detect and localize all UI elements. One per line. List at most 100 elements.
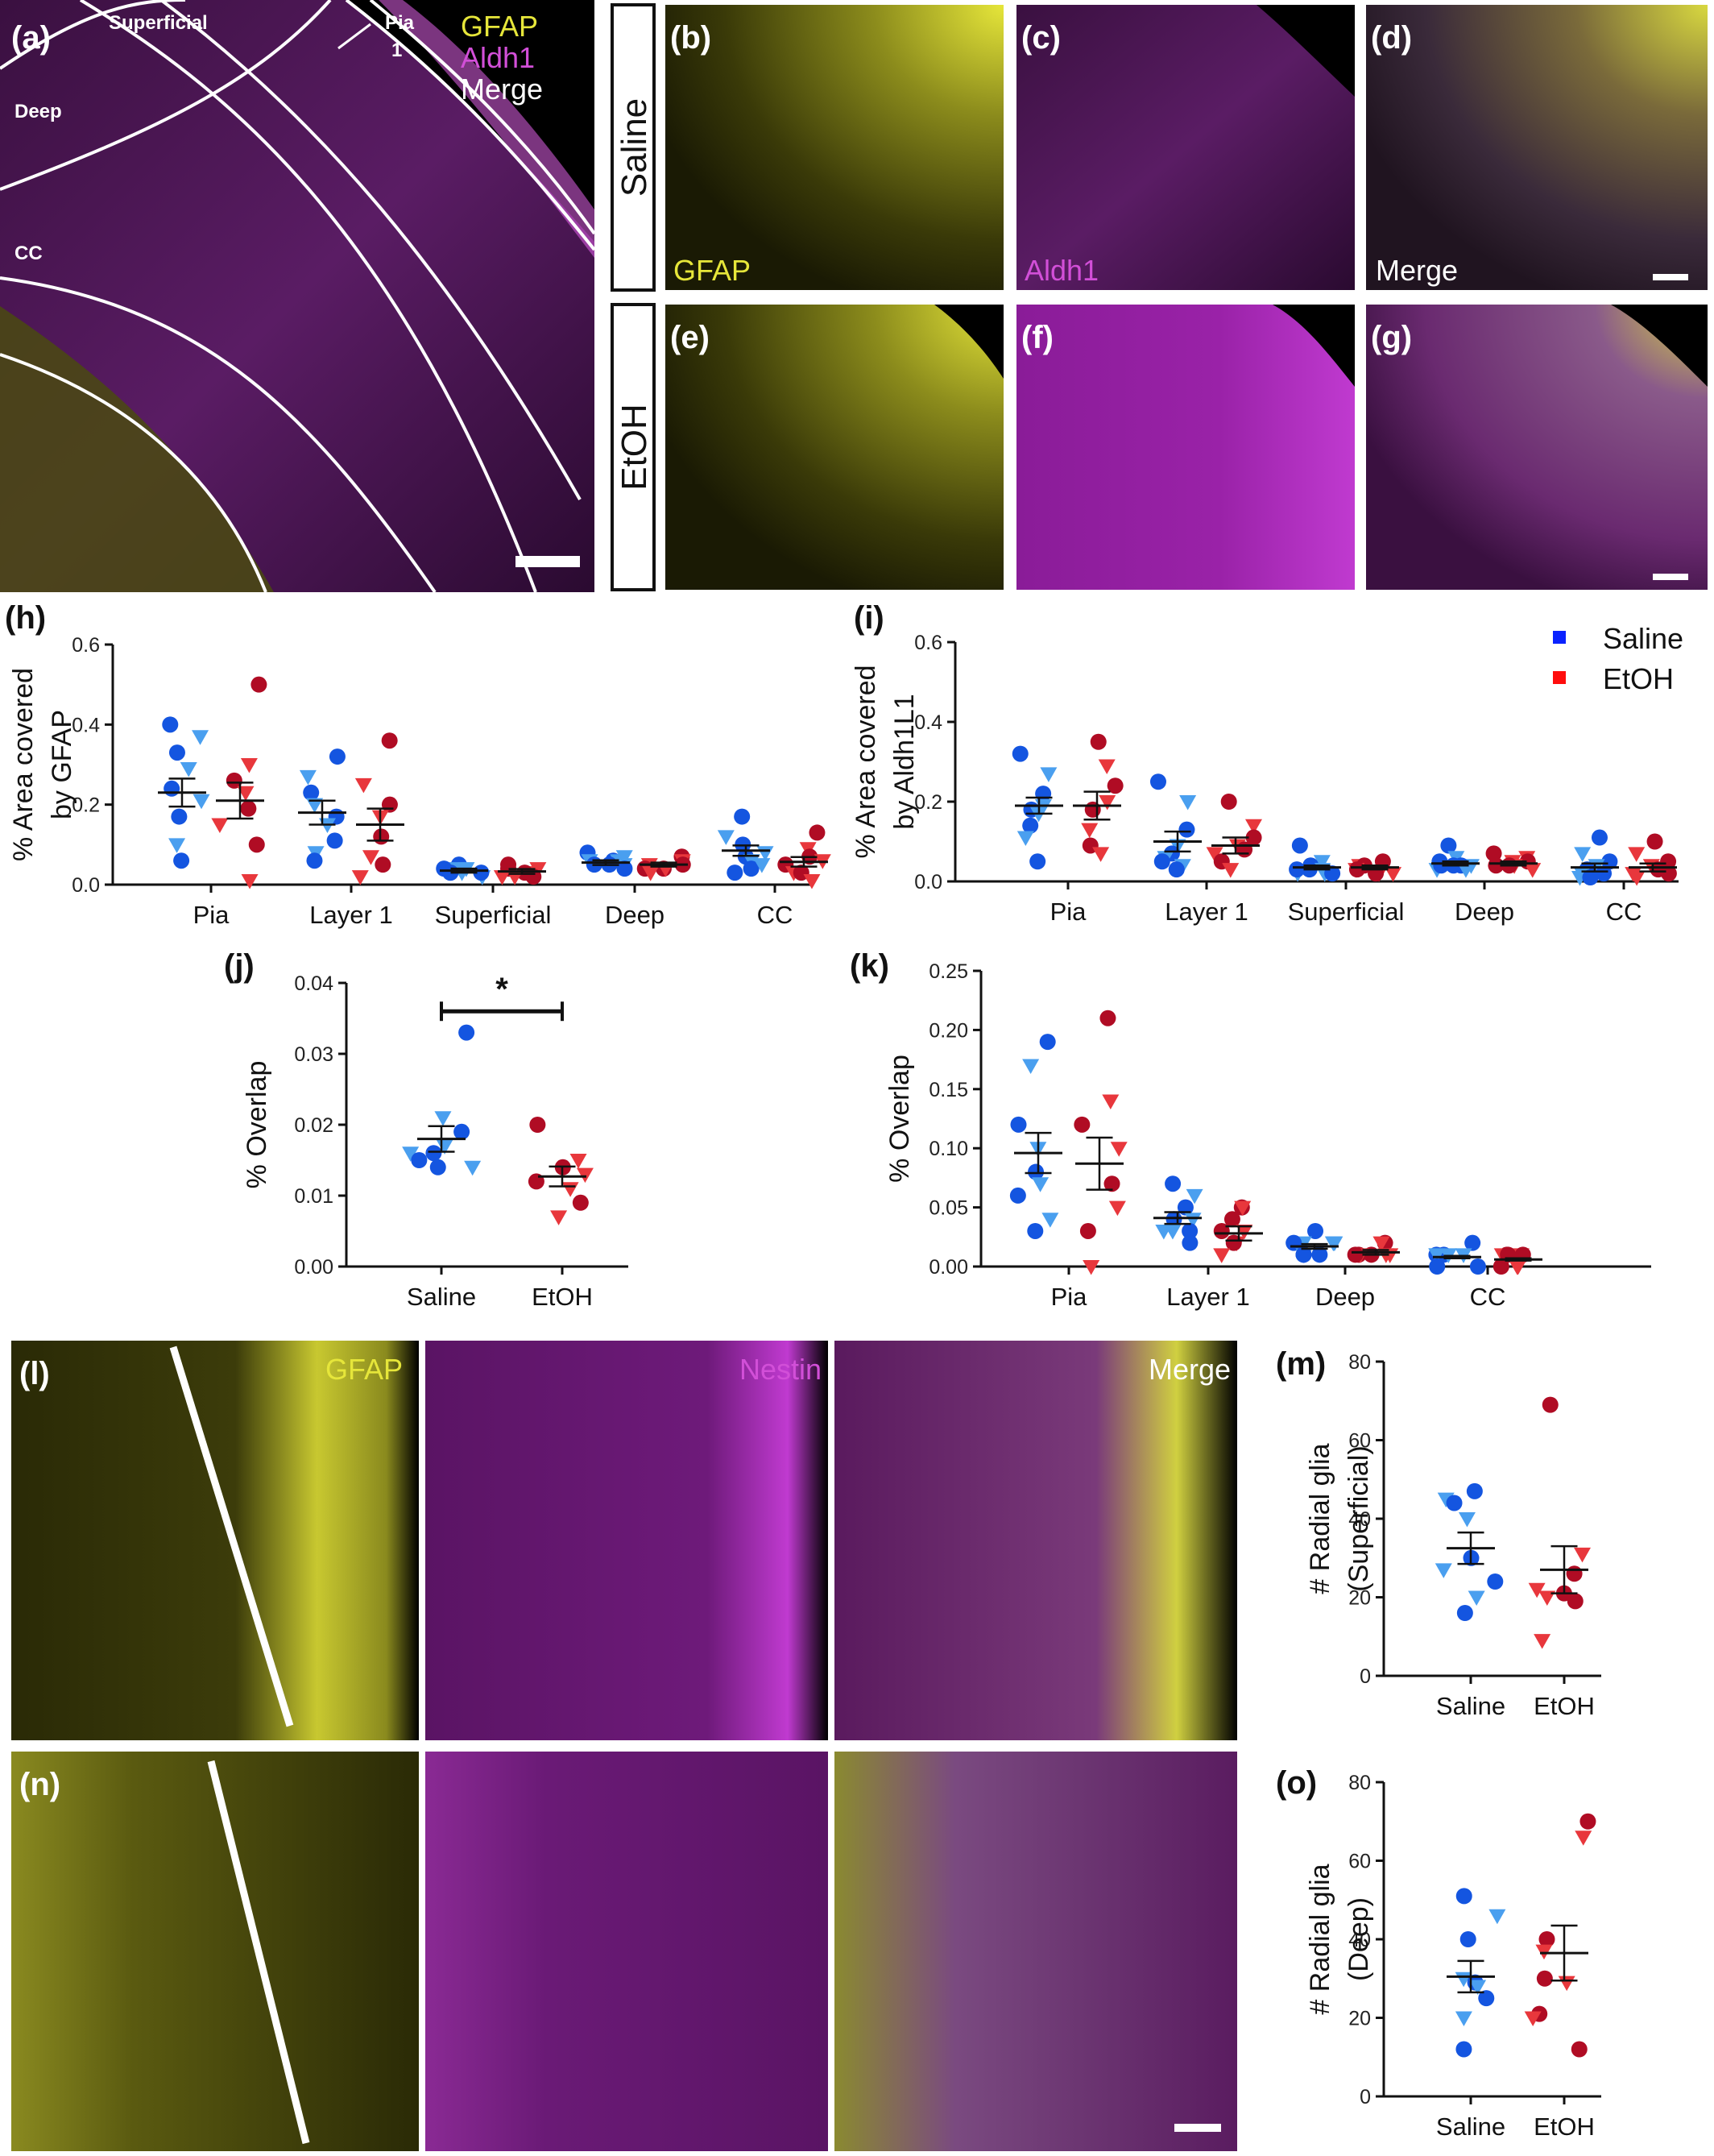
etoh-point xyxy=(1099,1010,1116,1026)
etoh-point xyxy=(1372,1236,1390,1252)
saline-point xyxy=(1155,1224,1173,1240)
etoh-point xyxy=(1534,1634,1551,1649)
panel-label-f: (f) xyxy=(1021,320,1054,355)
saline-point xyxy=(1027,1222,1044,1239)
etoh-point xyxy=(1493,1258,1509,1275)
saline-point xyxy=(168,838,186,853)
x-tick-label: Layer 1 xyxy=(309,901,392,929)
channel-label-l-gfap: GFAP xyxy=(325,1353,403,1386)
etoh-point xyxy=(1509,1260,1527,1275)
etoh-point xyxy=(529,1117,546,1133)
y-axis-label: (Deep) xyxy=(1343,1897,1374,1981)
legend: Saline EtOH xyxy=(1553,622,1683,695)
image-panel-b xyxy=(665,5,1004,290)
x-tick-label: Pia xyxy=(1050,898,1087,926)
legend-swatch-saline xyxy=(1553,631,1566,644)
y-tick-label: 20 xyxy=(1348,1587,1371,1610)
etoh-point xyxy=(1110,1142,1128,1157)
chart-i: (i) 0.0 0.2 0.4 0.6 Pia Layer 1 Superficial Deep… xyxy=(851,600,1679,926)
etoh-point xyxy=(1488,857,1505,874)
x-tick-label: EtOH xyxy=(1534,1692,1595,1720)
saline-point xyxy=(1295,1246,1312,1263)
saline-point xyxy=(164,780,180,797)
saline-point xyxy=(1456,1605,1473,1621)
etoh-point xyxy=(1244,819,1262,835)
saline-point xyxy=(329,748,346,765)
image-panel-f xyxy=(1016,305,1355,590)
etoh-point xyxy=(561,1182,579,1197)
saline-point xyxy=(1464,1234,1481,1251)
etoh-point xyxy=(803,874,821,889)
x-tick-label: EtOH xyxy=(1534,2112,1595,2141)
region-label-cc: CC xyxy=(14,243,43,264)
etoh-point xyxy=(572,1194,589,1211)
y-tick-label: 0.10 xyxy=(929,1138,968,1160)
y-tick-label: 0.2 xyxy=(72,794,100,817)
etoh-point xyxy=(1223,1211,1240,1228)
row-label-etoh-box: EtOH xyxy=(611,303,656,591)
etoh-point xyxy=(1538,1590,1556,1606)
etoh-point xyxy=(1092,847,1110,862)
saline-point xyxy=(743,860,760,877)
etoh-point xyxy=(1348,861,1365,878)
etoh-point xyxy=(1213,1248,1231,1263)
panel-label-d: (d) xyxy=(1371,20,1412,56)
channel-label-l-nestin: Nestin xyxy=(739,1353,822,1386)
saline-point xyxy=(1186,1188,1203,1204)
etoh-point xyxy=(241,874,259,889)
region-label-superficial: Superficial xyxy=(109,12,208,34)
channel-label-merge: Merge xyxy=(1376,254,1458,287)
etoh-point xyxy=(569,1154,587,1169)
saline-point xyxy=(1446,1495,1463,1511)
etoh-point xyxy=(354,777,372,794)
saline-point xyxy=(1428,1248,1446,1263)
saline-point xyxy=(1596,865,1613,882)
etoh-point xyxy=(1524,2011,1542,2026)
saline-point xyxy=(1311,1246,1328,1263)
etoh-point xyxy=(1234,1200,1252,1217)
x-tick-label: Pia xyxy=(1051,1283,1088,1311)
channel-label-gfap: GFAP xyxy=(673,254,751,287)
row-label-saline-box: Saline xyxy=(611,3,656,292)
x-tick-label: Layer 1 xyxy=(1165,898,1248,926)
y-tick-label: 0.02 xyxy=(294,1114,333,1137)
panel-label-e: (e) xyxy=(670,320,710,355)
panel-label-a: (a) xyxy=(11,20,51,56)
image-panel-n-merge xyxy=(834,1752,1237,2151)
y-tick-label: 60 xyxy=(1348,1851,1371,1873)
saline-point xyxy=(1184,1213,1202,1228)
saline-point xyxy=(1574,847,1592,862)
panel-label-o: (o) xyxy=(1276,1765,1317,1801)
y-tick-label: 40 xyxy=(1348,1929,1371,1951)
etoh-point xyxy=(1385,867,1402,882)
y-tick-label: 80 xyxy=(1348,1772,1371,1794)
y-tick-label: 0.20 xyxy=(929,1019,968,1042)
y-tick-label: 0.05 xyxy=(929,1197,968,1220)
saline-point xyxy=(180,761,197,777)
y-tick-label: 0.03 xyxy=(294,1043,333,1066)
saline-point xyxy=(1457,863,1475,878)
saline-point xyxy=(306,798,324,814)
legend-label-saline: Saline xyxy=(1603,622,1683,655)
panel-label-b: (b) xyxy=(670,20,711,56)
y-tick-label: 0.01 xyxy=(294,1185,333,1208)
y-tick-label: 80 xyxy=(1348,1351,1371,1374)
saline-point xyxy=(1324,1236,1342,1252)
panel-label-i: (i) xyxy=(854,600,884,636)
y-tick-label: 20 xyxy=(1348,2008,1371,2030)
etoh-point xyxy=(1236,841,1253,858)
saline-point xyxy=(193,794,210,810)
etoh-point xyxy=(240,800,257,817)
y-tick-label: 0 xyxy=(1360,1665,1371,1688)
saline-point xyxy=(1313,855,1331,870)
etoh-point xyxy=(1566,1565,1583,1582)
etoh-point xyxy=(550,1210,568,1225)
image-panel-n-nestin xyxy=(425,1752,828,2151)
saline-point xyxy=(303,784,320,801)
chart-h: (h) 0.0 0.2 0.4 0.6 Pia Layer 1 Superficial Deep… xyxy=(5,600,831,929)
saline-point xyxy=(1601,853,1618,870)
saline-point xyxy=(1307,1222,1324,1239)
saline-point xyxy=(1040,767,1058,782)
etoh-point xyxy=(250,676,267,693)
etoh-point xyxy=(1579,1813,1596,1830)
